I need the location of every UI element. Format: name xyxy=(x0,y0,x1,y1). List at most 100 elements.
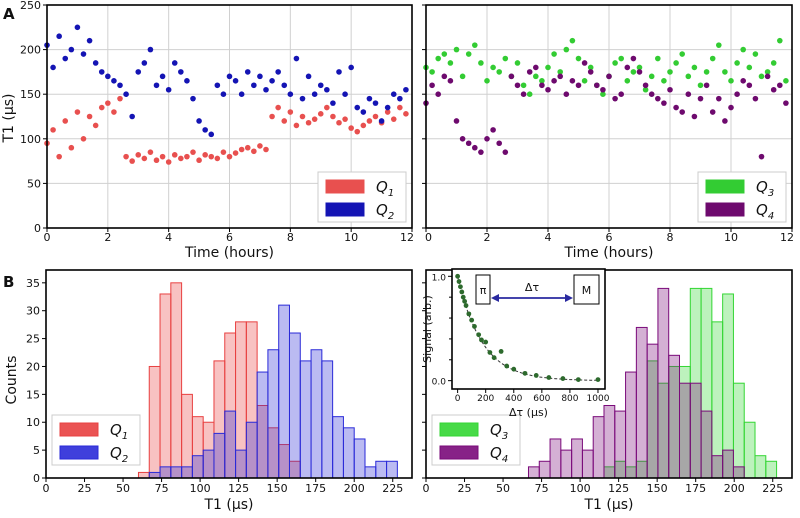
data-point-q1 xyxy=(403,111,409,117)
data-point-q4 xyxy=(465,140,472,147)
data-point-q2 xyxy=(348,64,354,71)
data-point-q1 xyxy=(56,153,62,160)
data-point-q2 xyxy=(251,82,257,89)
x-tick-label: 12 xyxy=(780,231,794,244)
data-point-q1 xyxy=(74,109,81,115)
x-tick-label: 10 xyxy=(724,231,738,244)
histogram-bar-q2 xyxy=(235,449,247,479)
data-point-q1 xyxy=(171,152,178,158)
inset-data-point xyxy=(460,294,466,300)
data-point-q1 xyxy=(86,113,93,120)
data-point-q4 xyxy=(618,91,624,97)
x-tick-label: 8 xyxy=(287,231,294,244)
data-point-q3 xyxy=(734,60,740,66)
delay-label: Δτ xyxy=(525,281,540,294)
data-point-q1 xyxy=(190,149,196,155)
histogram-bar-q2 xyxy=(386,460,398,479)
inset-data-point xyxy=(456,279,462,284)
data-point-q2 xyxy=(299,95,306,102)
data-point-q2 xyxy=(275,69,281,75)
data-point-q2 xyxy=(202,127,208,133)
data-point-q3 xyxy=(533,73,539,80)
data-point-q4 xyxy=(783,100,789,106)
data-point-q3 xyxy=(777,37,783,44)
x-axis-label: T1 (μs) xyxy=(203,497,253,513)
data-point-q2 xyxy=(238,91,245,97)
panel-label-b: B xyxy=(3,273,14,291)
data-point-q2 xyxy=(123,91,129,97)
x-tick-label: 6 xyxy=(606,231,613,244)
measure-label: M xyxy=(582,284,592,297)
x-tick-label: 200 xyxy=(344,482,365,495)
histogram-bar-q3 xyxy=(732,382,745,479)
arrowhead-right-icon xyxy=(565,294,573,302)
data-point-q3 xyxy=(526,91,533,97)
x-tick-label: 225 xyxy=(762,482,783,495)
data-point-q4 xyxy=(563,91,570,97)
measure-box xyxy=(573,274,600,305)
data-point-q1 xyxy=(111,109,117,115)
data-point-q1 xyxy=(135,152,142,158)
histogram-bar-q2 xyxy=(321,360,334,479)
inset-data-point xyxy=(504,363,510,369)
x-tick-label: 225 xyxy=(382,482,403,495)
histogram-bar-q2 xyxy=(170,466,183,479)
legend-swatch-q1 xyxy=(325,179,365,194)
data-point-q2 xyxy=(287,91,294,97)
data-point-q3 xyxy=(752,51,759,57)
y-tick-label: 0.0 xyxy=(432,378,447,388)
data-point-q3 xyxy=(630,69,637,75)
data-point-q4 xyxy=(691,113,698,120)
data-point-q3 xyxy=(673,60,679,66)
data-point-q3 xyxy=(618,55,624,62)
data-point-q1 xyxy=(269,113,275,120)
histogram-bar-q2 xyxy=(332,416,344,479)
data-point-q2 xyxy=(232,78,239,84)
data-point-q2 xyxy=(92,60,99,66)
data-point-q2 xyxy=(244,69,251,75)
data-point-q4 xyxy=(459,136,466,142)
data-point-q3 xyxy=(661,78,667,84)
data-point-q2 xyxy=(184,78,190,84)
x-tick-label: 400 xyxy=(505,394,522,404)
data-point-q1 xyxy=(257,143,263,149)
data-point-q3 xyxy=(642,86,649,93)
data-point-q1 xyxy=(336,119,342,126)
data-point-q3 xyxy=(624,78,631,84)
data-point-q1 xyxy=(92,122,99,129)
pulse-label: π xyxy=(480,284,487,297)
data-point-q3 xyxy=(691,64,698,71)
legend-swatch-q2 xyxy=(59,445,99,460)
data-point-q4 xyxy=(520,91,527,97)
histogram-bar-q2 xyxy=(310,349,323,479)
histogram-bar-q4 xyxy=(689,382,702,479)
data-point-q2 xyxy=(384,104,391,111)
x-tick-label: 25 xyxy=(78,482,92,495)
data-point-q2 xyxy=(390,91,397,97)
x-tick-label: 75 xyxy=(155,482,169,495)
data-point-q2 xyxy=(135,69,142,75)
data-point-q4 xyxy=(667,86,673,93)
x-tick-label: 8 xyxy=(667,231,674,244)
data-point-q1 xyxy=(311,116,318,122)
data-point-q4 xyxy=(594,82,600,89)
histogram-bar-q2 xyxy=(159,466,172,479)
data-point-q3 xyxy=(459,73,466,80)
histogram-bar-q4 xyxy=(722,449,734,479)
data-point-q2 xyxy=(196,118,202,124)
data-point-q4 xyxy=(569,78,576,84)
data-point-q2 xyxy=(80,51,87,57)
histogram-bar-q3 xyxy=(743,421,756,479)
data-point-q1 xyxy=(305,119,312,126)
histogram-bar-q4 xyxy=(571,438,583,479)
inset-data-point xyxy=(546,375,552,380)
data-point-q2 xyxy=(372,100,379,106)
data-point-q3 xyxy=(441,51,448,57)
x-tick-label: 12 xyxy=(400,231,414,244)
data-point-q2 xyxy=(403,86,409,93)
data-point-q2 xyxy=(56,33,62,40)
data-point-q1 xyxy=(299,113,306,120)
data-point-q2 xyxy=(159,73,166,80)
inset-y-label: Signal (arb.) xyxy=(421,295,434,363)
